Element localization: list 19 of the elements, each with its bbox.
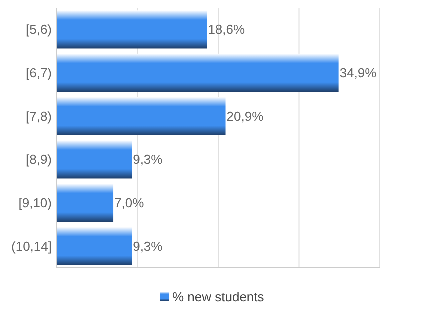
- data-label: 9,3%: [133, 152, 164, 168]
- bar: [57, 140, 132, 179]
- data-label: 34,9%: [340, 66, 378, 81]
- bar: [57, 227, 132, 266]
- data-label: 7,0%: [114, 196, 145, 211]
- bar: [57, 54, 339, 92]
- y-tick-label: [5,6): [26, 22, 52, 38]
- y-tick-label: [8,9): [26, 152, 52, 168]
- legend-label: % new students: [172, 290, 265, 305]
- bar: [57, 184, 114, 222]
- bar: [57, 10, 208, 49]
- y-tick-label: [9,10): [18, 196, 52, 211]
- data-label: 20,9%: [226, 108, 264, 124]
- y-tick-label: [7,8): [26, 108, 52, 124]
- y-tick-label: [6,7): [26, 66, 52, 81]
- y-tick-label: (10,14]: [12, 238, 52, 254]
- bar: [57, 97, 226, 136]
- data-label: 18,6%: [208, 22, 246, 38]
- data-label: 9,3%: [133, 238, 164, 254]
